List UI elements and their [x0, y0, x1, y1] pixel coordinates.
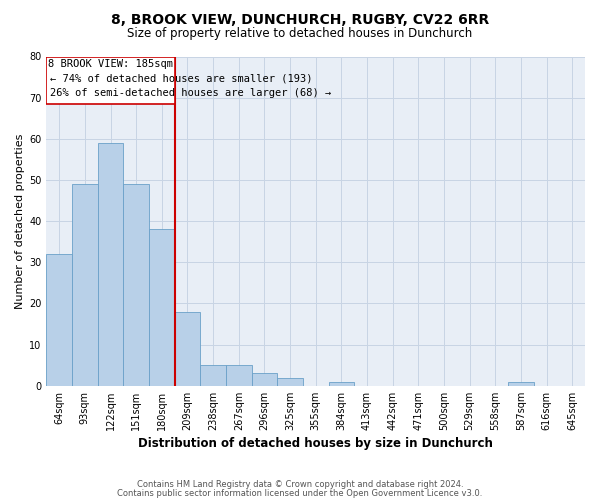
X-axis label: Distribution of detached houses by size in Dunchurch: Distribution of detached houses by size …	[138, 437, 493, 450]
FancyBboxPatch shape	[46, 56, 175, 104]
Bar	[149, 230, 175, 386]
Bar	[226, 365, 251, 386]
Bar	[124, 184, 149, 386]
Bar	[200, 365, 226, 386]
Bar	[329, 382, 354, 386]
Text: Size of property relative to detached houses in Dunchurch: Size of property relative to detached ho…	[127, 28, 473, 40]
Bar	[175, 312, 200, 386]
Text: Contains public sector information licensed under the Open Government Licence v3: Contains public sector information licen…	[118, 488, 482, 498]
Text: 8 BROOK VIEW: 185sqm: 8 BROOK VIEW: 185sqm	[48, 60, 173, 70]
Y-axis label: Number of detached properties: Number of detached properties	[15, 134, 25, 309]
Bar	[72, 184, 98, 386]
Bar	[508, 382, 534, 386]
Text: ← 74% of detached houses are smaller (193): ← 74% of detached houses are smaller (19…	[50, 74, 313, 84]
Bar	[277, 378, 303, 386]
Text: 8, BROOK VIEW, DUNCHURCH, RUGBY, CV22 6RR: 8, BROOK VIEW, DUNCHURCH, RUGBY, CV22 6R…	[111, 12, 489, 26]
Bar	[46, 254, 72, 386]
Bar	[98, 143, 124, 386]
Text: 26% of semi-detached houses are larger (68) →: 26% of semi-detached houses are larger (…	[50, 88, 331, 98]
Bar	[251, 374, 277, 386]
Text: Contains HM Land Registry data © Crown copyright and database right 2024.: Contains HM Land Registry data © Crown c…	[137, 480, 463, 489]
